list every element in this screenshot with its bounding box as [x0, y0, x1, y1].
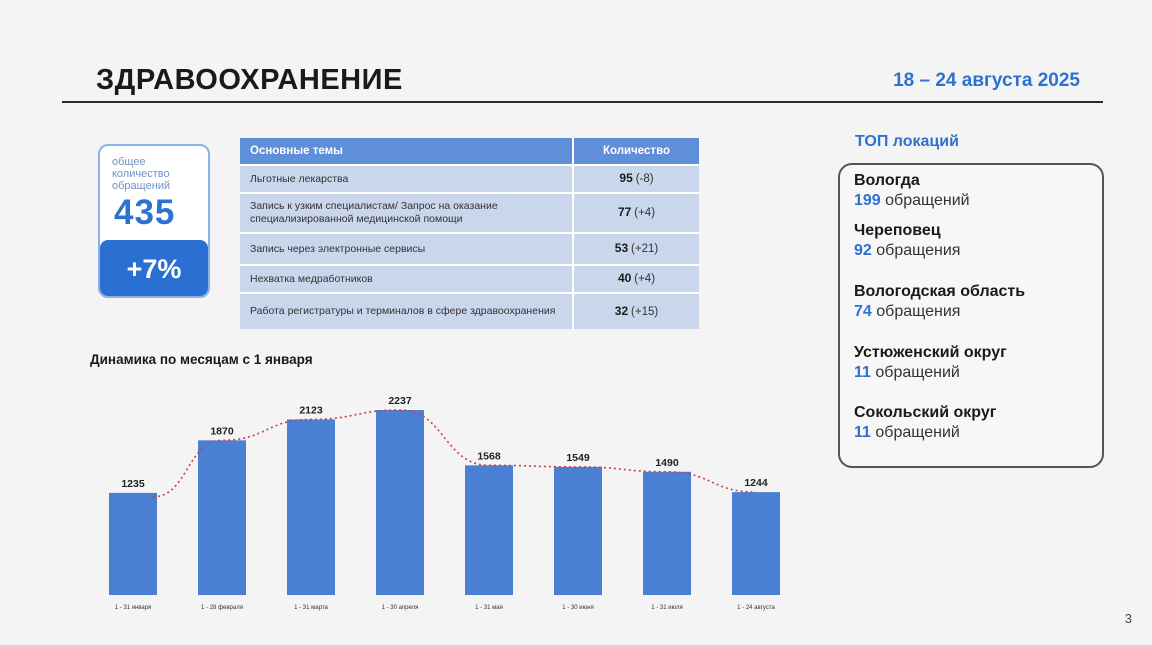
location-name: Устюженский округ [854, 344, 1007, 361]
total-label: общее количество обращений [112, 156, 171, 192]
location-item: Вологда 199 обращений [854, 171, 970, 211]
location-count-line: 11 обращений [854, 363, 1007, 383]
location-count: 92 [854, 242, 872, 259]
topic-change: (+4) [634, 273, 656, 285]
page-title: ЗДРАВООХРАНЕНИЕ [96, 64, 403, 96]
date-range: 18 – 24 августа 2025 [893, 70, 1080, 91]
table-row: Запись к узким специалистам/ Запрос на о… [240, 192, 699, 233]
location-item: Череповец 92 обращения [854, 221, 960, 261]
bar-value-label: 1549 [566, 452, 590, 464]
chart-bar [109, 492, 157, 595]
topic-theme: Запись к узким специалистам/ Запрос на о… [240, 192, 574, 233]
location-item: Устюженский округ 11 обращений [854, 343, 1007, 383]
category-label: 1 - 30 апреля [382, 605, 419, 611]
monthly-bar-chart: 1235 1 - 31 января 1870 1 - 28 февраля 2123 1… [109, 395, 780, 611]
table-row: Льготные лекарства 95 (-8) [240, 164, 699, 193]
total-change-badge: +7% [100, 240, 208, 296]
table-header-row: Основные темы Количество [240, 138, 699, 165]
category-label: 1 - 30 июня [562, 605, 593, 611]
topic-count-cell: 40 (+4) [573, 264, 699, 293]
topic-count-cell: 95 (-8) [573, 164, 699, 193]
location-count: 199 [854, 192, 881, 209]
header-divider [62, 101, 1103, 103]
trend-line [152, 409, 757, 498]
chart-bar [465, 465, 513, 595]
location-count-suffix: обращений [875, 364, 960, 381]
topic-change: (+21) [631, 243, 659, 255]
bar-value-label: 1235 [121, 478, 145, 490]
bar-value-label: 1244 [744, 477, 768, 489]
bar-value-label: 1568 [477, 450, 501, 462]
location-name: Череповец [854, 222, 941, 239]
bar-value-label: 1870 [210, 425, 234, 437]
topic-change: (-8) [635, 173, 654, 185]
location-count-suffix: обращений [875, 424, 960, 441]
topic-change: (+15) [631, 305, 659, 318]
total-value: 435 [114, 193, 176, 232]
location-count: 11 [854, 424, 871, 441]
category-label: 1 - 28 февраля [201, 605, 243, 611]
topic-theme: Запись через электронные сервисы [240, 232, 574, 265]
topic-count: 32 [614, 303, 629, 318]
chart-bar [287, 419, 335, 595]
chart-bar [554, 466, 602, 595]
page-number: 3 [1124, 611, 1132, 626]
top-locations-title: ТОП локаций [855, 133, 959, 150]
category-label: 1 - 31 января [115, 605, 152, 611]
location-count-line: 92 обращения [854, 241, 960, 261]
location-item: Вологодская область 74 обращения [854, 282, 1025, 322]
table-row: Запись через электронные сервисы 53 (+21… [240, 232, 699, 265]
topic-theme: Льготные лекарства [240, 164, 574, 193]
location-count-suffix: обращений [885, 192, 970, 209]
bar-value-label: 1490 [655, 457, 679, 469]
location-count: 11 [854, 364, 871, 381]
topic-theme: Нехватка медработников [240, 264, 574, 293]
chart-bar [198, 440, 246, 595]
chart-bar [376, 410, 424, 595]
total-requests-card: общее количество обращений 435 +7% [98, 144, 210, 298]
location-count-suffix: обращения [876, 242, 961, 259]
topic-change: (+4) [634, 207, 656, 219]
topic-count-cell: 77 (+4) [573, 192, 699, 233]
topic-count: 53 [614, 241, 629, 255]
location-name: Вологодская область [854, 283, 1026, 300]
location-item: Сокольский округ 11 обращений [854, 403, 996, 443]
topic-theme: Работа регистратуры и терминалов в сфере… [240, 292, 574, 329]
location-name: Сокольский округ [854, 404, 997, 421]
column-header-count: Количество [573, 138, 699, 165]
location-count-suffix: обращения [876, 303, 961, 320]
topic-count: 40 [617, 271, 632, 285]
table-row: Нехватка медработников 40 (+4) [240, 264, 699, 293]
topic-count-cell: 53 (+21) [573, 232, 699, 265]
category-label: 1 - 31 марта [294, 605, 328, 611]
chart-bar [732, 492, 780, 595]
bar-value-label: 2123 [299, 404, 323, 416]
chart-bar [643, 471, 691, 595]
location-count-line: 11 обращений [854, 423, 996, 443]
topic-count: 77 [617, 205, 632, 219]
topic-count-cell: 32 (+15) [573, 292, 699, 329]
table-row: Работа регистратуры и терминалов в сфере… [240, 292, 699, 329]
category-label: 1 - 24 августа [737, 605, 775, 611]
chart-title: Динамика по месяцам с 1 января [90, 352, 313, 367]
top-locations-box: Вологда 199 обращений Череповец 92 обращ… [838, 163, 1104, 468]
location-count-line: 74 обращения [854, 302, 1025, 322]
column-header-theme: Основные темы [240, 138, 574, 165]
location-count-line: 199 обращений [854, 191, 970, 211]
location-count: 74 [854, 303, 872, 320]
bar-value-label: 2237 [388, 395, 412, 407]
category-label: 1 - 31 мая [475, 605, 503, 611]
topics-table: Основные темы Количество Льготные лекарс… [240, 138, 699, 329]
location-name: Вологда [854, 172, 920, 189]
topic-count: 95 [619, 171, 633, 185]
category-label: 1 - 31 июля [651, 605, 682, 611]
